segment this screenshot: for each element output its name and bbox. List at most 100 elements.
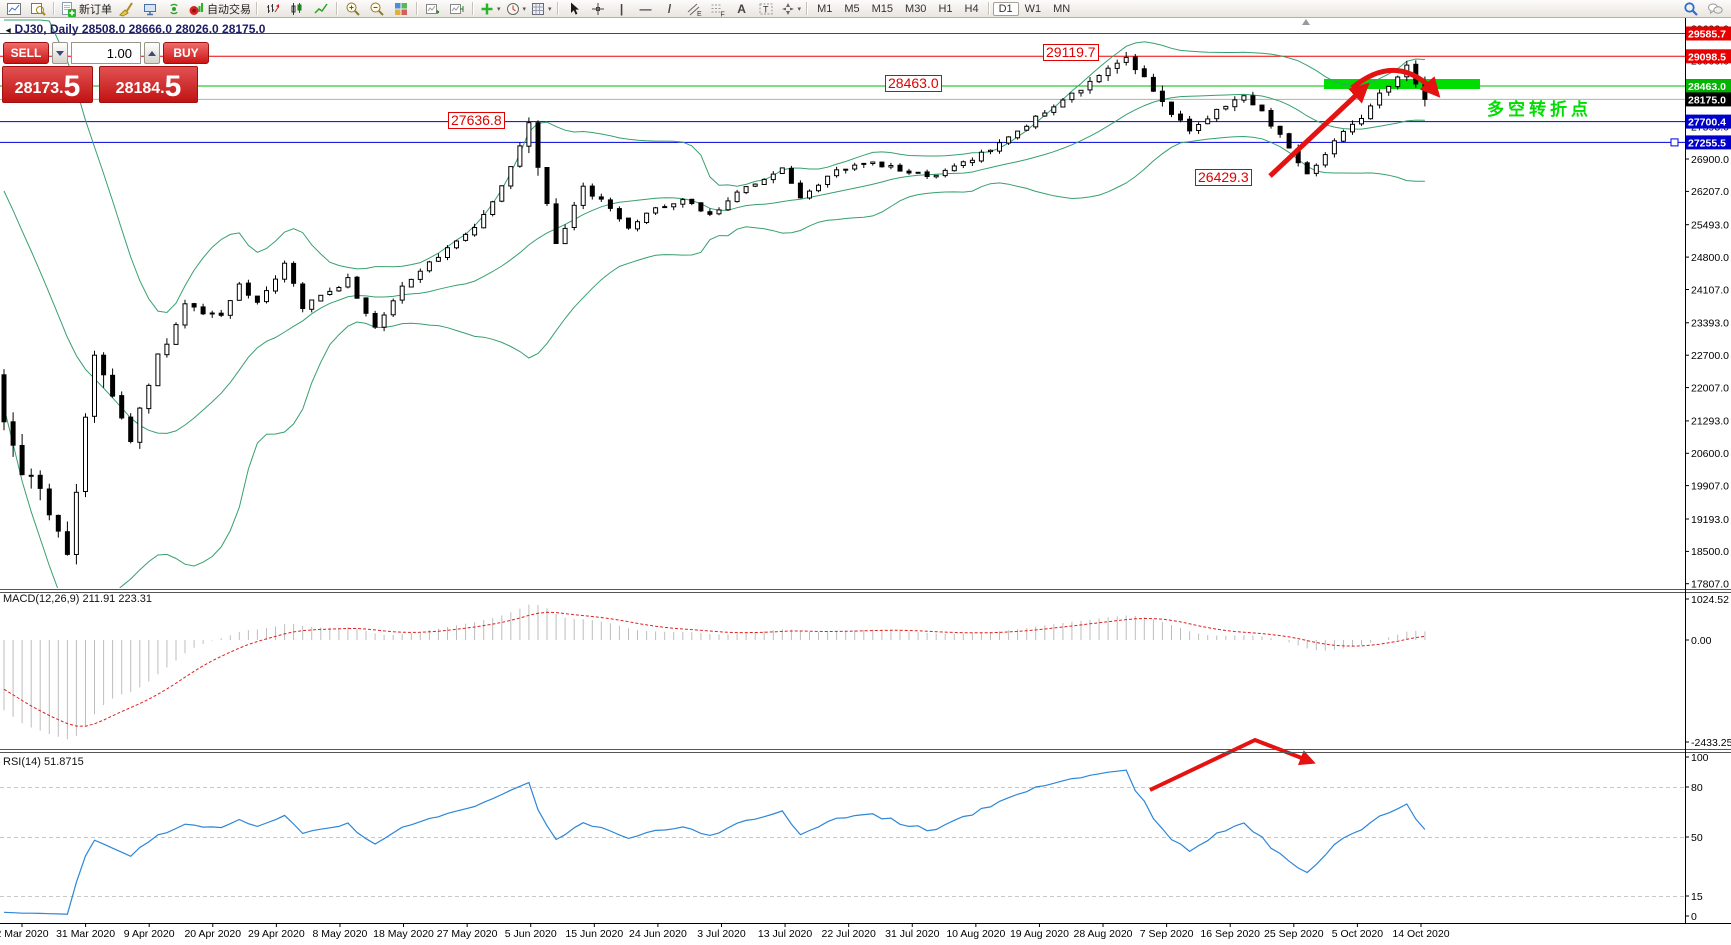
new-chart-icon[interactable] bbox=[2, 1, 26, 17]
search-icon[interactable] bbox=[1679, 1, 1703, 17]
date-label[interactable]: 2 Mar 2020 bbox=[0, 928, 49, 940]
candle-up bbox=[83, 416, 88, 493]
price-badge: 29585.7 bbox=[1686, 26, 1731, 41]
rsi-trend-arrow[interactable] bbox=[1149, 737, 1316, 792]
date-label[interactable]: 31 Mar 2020 bbox=[56, 928, 115, 940]
date-label[interactable]: 22 Jul 2020 bbox=[822, 928, 876, 940]
candle-down bbox=[1277, 125, 1283, 135]
date-label[interactable]: 29 Apr 2020 bbox=[248, 928, 305, 940]
date-label[interactable]: 19 Aug 2020 bbox=[1010, 928, 1069, 940]
timeframe-h1[interactable]: H1 bbox=[938, 2, 953, 15]
timeframe-mn[interactable]: MN bbox=[1053, 2, 1071, 15]
ask-price[interactable]: 28184. 5 bbox=[99, 66, 198, 103]
tile-windows-icon[interactable] bbox=[389, 1, 413, 17]
candle-up bbox=[1060, 99, 1066, 108]
highlight-bar[interactable] bbox=[1324, 79, 1480, 89]
candle-up bbox=[236, 283, 242, 301]
zoom-out-icon[interactable] bbox=[365, 1, 389, 17]
candle-up bbox=[1205, 118, 1211, 125]
auto-scroll-icon[interactable] bbox=[421, 1, 445, 17]
candle-down bbox=[897, 164, 903, 172]
timeframe-w1[interactable]: W1 bbox=[1024, 2, 1042, 15]
sell-button[interactable]: SELL bbox=[3, 42, 49, 64]
volume-input[interactable] bbox=[71, 42, 141, 64]
price-callout-29119.7[interactable]: 29119.7 bbox=[1043, 44, 1099, 61]
date-label[interactable]: 3 Jul 2020 bbox=[697, 928, 746, 940]
price-badge-label: 29585.7 bbox=[1688, 29, 1726, 41]
date-label[interactable]: 10 Aug 2020 bbox=[946, 928, 1005, 940]
date-label[interactable]: 28 Aug 2020 bbox=[1074, 928, 1133, 940]
add-indicator-icon[interactable]: ▾ bbox=[477, 1, 503, 17]
candle-up bbox=[915, 171, 921, 174]
candle-up bbox=[472, 227, 478, 236]
timeframe-m15[interactable]: M15 bbox=[871, 2, 894, 15]
templates-grid-icon[interactable]: ▾ bbox=[528, 1, 554, 17]
date-label[interactable]: 14 Oct 2020 bbox=[1392, 928, 1449, 940]
timeframe-m1[interactable]: M1 bbox=[817, 2, 833, 15]
date-label[interactable]: 13 Jul 2020 bbox=[758, 928, 812, 940]
cursor-tool[interactable] bbox=[562, 1, 586, 17]
price-callout-26429.3[interactable]: 26429.3 bbox=[1195, 169, 1252, 186]
autotrading-button[interactable]: 自动交易 bbox=[186, 1, 253, 17]
community-chat-icon[interactable] bbox=[1703, 1, 1727, 17]
date-label[interactable]: 5 Jun 2020 bbox=[505, 928, 557, 940]
periods-clock-icon[interactable]: ▾ bbox=[503, 1, 529, 17]
date-label[interactable]: 24 Jun 2020 bbox=[629, 928, 687, 940]
date-label[interactable]: 8 May 2020 bbox=[313, 928, 368, 940]
zoom-in-icon[interactable] bbox=[341, 1, 365, 17]
annotation-text[interactable]: 多空转折点 bbox=[1487, 100, 1592, 119]
candlestick-chart-icon[interactable] bbox=[285, 1, 309, 17]
price-callout-27636.8[interactable]: 27636.8 bbox=[448, 112, 505, 129]
horizontal-line-tool[interactable]: — bbox=[634, 1, 658, 17]
timeframe-d1[interactable]: D1 bbox=[992, 1, 1019, 16]
date-label[interactable]: 15 Jun 2020 bbox=[565, 928, 623, 940]
volume-decrease-button[interactable] bbox=[52, 42, 68, 64]
date-label[interactable]: 7 Sep 2020 bbox=[1140, 928, 1194, 940]
crosshair-tool[interactable] bbox=[586, 1, 610, 17]
terminal-icon[interactable] bbox=[138, 1, 162, 17]
date-label[interactable]: 27 May 2020 bbox=[437, 928, 498, 940]
trendline-tool[interactable]: / bbox=[658, 1, 682, 17]
line-drag-handle[interactable] bbox=[1670, 138, 1679, 147]
collapse-panel-icon[interactable]: ◂ bbox=[6, 25, 11, 35]
toolbar-separator bbox=[53, 2, 55, 15]
buy-button[interactable]: BUY bbox=[163, 42, 209, 64]
bid-price[interactable]: 28173. 5 bbox=[2, 66, 93, 103]
triangle-down-icon bbox=[56, 50, 64, 56]
arrows-tool[interactable]: ▾ bbox=[778, 1, 804, 17]
candle-up bbox=[1322, 154, 1328, 166]
line-chart-icon[interactable] bbox=[309, 1, 333, 17]
timeframe-h4[interactable]: H4 bbox=[964, 2, 979, 15]
price-badge: 27700.4 bbox=[1686, 114, 1731, 129]
chart-shift-icon[interactable] bbox=[445, 1, 469, 17]
bar-chart-icon[interactable] bbox=[261, 1, 285, 17]
reversal-arc-arrow[interactable] bbox=[1350, 67, 1441, 98]
signals-icon[interactable] bbox=[162, 1, 186, 17]
trend-up-arrow[interactable] bbox=[1268, 82, 1370, 178]
price-callout-28463.0[interactable]: 28463.0 bbox=[885, 75, 942, 92]
date-label[interactable]: 5 Oct 2020 bbox=[1332, 928, 1384, 940]
date-label[interactable]: 31 Jul 2020 bbox=[885, 928, 939, 940]
text-label-tool[interactable]: T bbox=[754, 1, 778, 17]
candle-up bbox=[969, 159, 975, 164]
new-order-button[interactable]: 新订单 bbox=[58, 1, 114, 17]
volume-increase-button[interactable] bbox=[144, 42, 160, 64]
equidistant-channel-tool[interactable]: E bbox=[682, 1, 706, 17]
candle-up bbox=[978, 151, 984, 162]
date-label[interactable]: 20 Apr 2020 bbox=[184, 928, 241, 940]
text-tool[interactable]: A bbox=[730, 1, 754, 17]
date-label[interactable]: 25 Sep 2020 bbox=[1264, 928, 1324, 940]
vertical-line-tool[interactable]: | bbox=[610, 1, 634, 17]
chart-profiles-icon[interactable] bbox=[26, 1, 50, 17]
date-label[interactable]: 18 May 2020 bbox=[373, 928, 434, 940]
clear-charts-icon[interactable] bbox=[114, 1, 138, 17]
candle-down bbox=[906, 170, 912, 174]
date-label[interactable]: 16 Sep 2020 bbox=[1200, 928, 1260, 940]
fibonacci-tool[interactable]: F bbox=[706, 1, 730, 17]
price-badge: 28463.0 bbox=[1686, 79, 1731, 93]
date-label[interactable]: 9 Apr 2020 bbox=[124, 928, 175, 940]
timeframe-m30[interactable]: M30 bbox=[905, 2, 927, 15]
price-badge-label: 29098.5 bbox=[1688, 51, 1726, 63]
timeframe-m5[interactable]: M5 bbox=[844, 2, 860, 15]
